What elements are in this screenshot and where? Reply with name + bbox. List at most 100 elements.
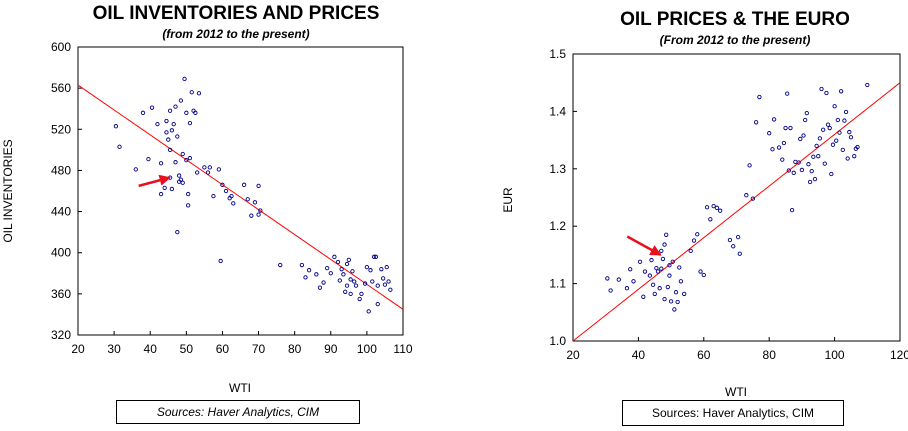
- x-tick-label: 40: [632, 348, 646, 362]
- data-point: [824, 90, 829, 96]
- chart-subtitle: (from 2012 to the present): [162, 27, 309, 41]
- data-point: [817, 136, 823, 141]
- data-point: [173, 160, 178, 165]
- data-point: [140, 110, 146, 115]
- data-point: [695, 232, 700, 237]
- data-points: [605, 82, 870, 312]
- data-point: [306, 268, 312, 273]
- x-tick-label: 20: [566, 348, 580, 362]
- data-point: [845, 156, 850, 161]
- data-point: [362, 281, 368, 286]
- data-point: [317, 285, 323, 290]
- data-point: [827, 125, 832, 131]
- data-point: [346, 257, 351, 263]
- source-note: Sources: Haver Analytics, CIM: [622, 400, 844, 426]
- data-point: [660, 256, 666, 262]
- data-point: [175, 229, 180, 235]
- data-point: [714, 205, 720, 210]
- y-tick-label: 1.4: [549, 104, 566, 118]
- y-tick-label: 1.5: [549, 47, 566, 61]
- data-point: [798, 136, 803, 142]
- data-point: [650, 282, 656, 287]
- data-point: [830, 142, 836, 147]
- data-point: [809, 168, 814, 174]
- y-tick-label: 1.3: [549, 162, 566, 176]
- data-point: [180, 151, 185, 157]
- data-point: [838, 89, 844, 94]
- data-point: [162, 185, 167, 191]
- y-tick-label: 360: [51, 287, 71, 301]
- data-point: [218, 258, 223, 264]
- data-point: [178, 177, 184, 182]
- data-point: [780, 157, 785, 162]
- data-point: [835, 117, 841, 123]
- annotation-arrow: [626, 235, 662, 256]
- data-point: [184, 157, 189, 163]
- x-axis-label: WTI: [725, 385, 747, 399]
- data-point: [785, 91, 790, 96]
- data-point: [744, 193, 749, 198]
- data-point: [783, 125, 788, 131]
- data-point: [770, 147, 775, 152]
- data-point: [804, 110, 809, 116]
- chart-title: OIL INVENTORIES AND PRICES: [93, 3, 380, 24]
- data-point: [173, 104, 178, 109]
- data-point: [256, 183, 261, 189]
- data-point: [670, 259, 675, 264]
- data-point: [182, 76, 187, 82]
- y-tick-label: 1.1: [549, 277, 566, 291]
- data-point: [364, 264, 370, 270]
- y-tick-label: 440: [51, 205, 71, 219]
- data-point: [842, 118, 847, 123]
- trend-line: [572, 82, 901, 342]
- data-point: [258, 208, 263, 213]
- data-point: [344, 283, 350, 288]
- trend-line: [77, 84, 404, 310]
- data-points: [113, 76, 393, 314]
- data-point: [801, 133, 806, 138]
- data-point: [806, 162, 811, 167]
- data-point: [848, 135, 854, 140]
- data-point: [352, 279, 357, 284]
- data-point: [328, 271, 333, 276]
- data-point: [216, 167, 221, 172]
- data-point: [641, 294, 646, 299]
- y-axis-ticks: 1.0 1.1 1.2 1.3 1.4 1.5: [549, 47, 577, 348]
- data-point: [847, 129, 852, 135]
- data-point: [158, 191, 164, 197]
- data-point: [388, 287, 393, 292]
- data-point: [382, 282, 388, 287]
- data-point: [701, 272, 706, 278]
- data-point: [781, 140, 787, 146]
- data-point: [672, 307, 677, 312]
- data-point: [166, 137, 171, 142]
- data-point: [659, 248, 664, 254]
- data-point: [637, 259, 643, 264]
- data-point: [793, 159, 798, 165]
- data-point: [195, 170, 200, 175]
- data-point: [180, 180, 185, 185]
- data-point: [341, 272, 346, 277]
- data-point: [176, 173, 182, 178]
- data-point: [704, 205, 710, 210]
- data-point: [657, 286, 662, 291]
- x-tick-label: 120: [890, 348, 908, 362]
- data-point: [113, 124, 119, 129]
- data-point: [357, 296, 362, 302]
- data-point: [727, 237, 733, 243]
- data-point: [659, 266, 664, 271]
- data-point: [256, 212, 261, 217]
- data-point: [299, 262, 305, 268]
- x-tick-label: 110: [393, 342, 412, 356]
- data-point: [368, 268, 373, 273]
- data-point: [825, 122, 831, 127]
- data-point: [718, 208, 723, 213]
- data-point: [711, 203, 716, 209]
- x-tick-label: 50: [180, 342, 194, 356]
- data-point: [855, 144, 860, 150]
- data-point: [332, 254, 337, 259]
- data-point: [605, 276, 610, 281]
- data-point: [158, 161, 164, 166]
- data-point: [343, 289, 348, 294]
- data-point: [207, 165, 212, 170]
